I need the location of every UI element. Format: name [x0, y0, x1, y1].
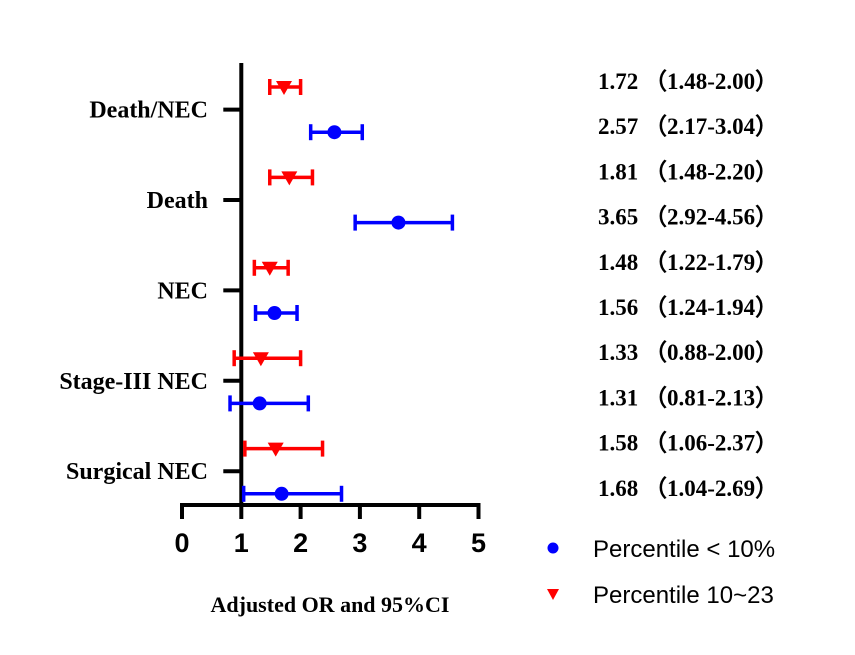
ci-value-label: 1.31 （0.81-2.13）	[598, 384, 778, 410]
data-point	[232, 350, 303, 367]
ci-value-label: 3.65 （2.92-4.56）	[598, 204, 778, 230]
category-labels: Death/NEC Death NEC Stage-III NEC Surgical N…	[59, 98, 208, 486]
plot-marks	[228, 79, 455, 502]
ci-value-label: 1.68 （1.04-2.69）	[598, 475, 778, 501]
data-point	[268, 79, 303, 95]
ci-value-label: 2.57 （2.17-3.04）	[598, 113, 778, 139]
data-point	[228, 395, 311, 412]
data-point	[253, 305, 299, 321]
circle-icon	[547, 542, 559, 554]
triangle-down-icon	[281, 171, 298, 186]
category-label: Death	[147, 188, 208, 214]
triangle-down-icon	[252, 352, 269, 367]
ci-value-label: 1.81 （1.48-2.20）	[598, 158, 778, 184]
axes	[180, 63, 481, 507]
data-point	[241, 485, 344, 502]
circle-icon	[267, 306, 282, 320]
x-axis-title: Adjusted OR and 95%CI	[211, 592, 450, 617]
data-point	[252, 259, 290, 276]
category-label: NEC	[157, 278, 208, 304]
ci-value-label: 1.72 （1.48-2.00）	[598, 68, 778, 94]
data-point	[243, 440, 325, 457]
x-tick-label: 3	[352, 528, 367, 558]
ci-value-label: 1.56 （1.24-1.94）	[598, 294, 778, 320]
circle-icon	[327, 125, 342, 140]
ci-labels: 1.72 （1.48-2.00） 2.57 （2.17-3.04） 1.81 （1.…	[598, 68, 778, 501]
category-label: Stage-III NEC	[59, 369, 208, 395]
legend: Percentile < 10% Percentile 10~23	[547, 536, 775, 609]
circle-icon	[391, 215, 406, 230]
x-tick-label: 4	[412, 528, 427, 558]
legend-label: Percentile 10~23	[593, 582, 774, 609]
legend-item: Percentile 10~23	[547, 582, 774, 609]
category-label: Surgical NEC	[66, 459, 208, 485]
triangle-down-icon	[547, 589, 559, 600]
x-ticks: 0 1 2 3 4 5	[174, 505, 486, 558]
legend-label: Percentile < 10%	[593, 536, 775, 563]
triangle-down-icon	[275, 81, 292, 95]
x-tick-label: 2	[293, 528, 308, 558]
legend-item: Percentile < 10%	[547, 536, 775, 563]
ci-value-label: 1.48 （1.22-1.79）	[598, 249, 778, 275]
x-tick-label: 0	[174, 528, 189, 558]
ci-value-label: 1.58 （1.06-2.37）	[598, 430, 778, 456]
circle-icon	[274, 486, 289, 501]
ci-value-label: 1.33 （0.88-2.00）	[598, 339, 778, 365]
circle-icon	[252, 396, 267, 411]
data-point	[308, 124, 365, 141]
data-point	[268, 169, 315, 186]
x-tick-label: 5	[471, 528, 486, 558]
x-tick-label: 1	[234, 528, 249, 558]
data-point	[353, 214, 455, 231]
triangle-down-icon	[261, 261, 278, 276]
category-label: Death/NEC	[89, 98, 208, 124]
triangle-down-icon	[267, 442, 284, 457]
